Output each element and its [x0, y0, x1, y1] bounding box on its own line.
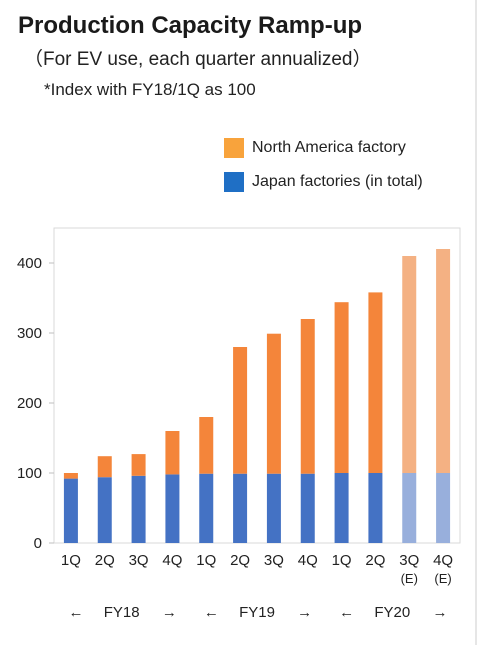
- period-label: FY18: [104, 604, 140, 621]
- x-tick-label: 1Q: [196, 552, 216, 569]
- bar-north-america: [402, 256, 417, 473]
- bar-north-america: [436, 249, 451, 473]
- bar-north-america: [300, 319, 315, 474]
- bar-north-america: [165, 431, 180, 475]
- page-divider: [475, 0, 477, 645]
- legend-item-north-america: North America factory: [224, 138, 406, 158]
- chart-subtitle: （For EV use, each quarter annualized）: [24, 49, 372, 70]
- x-tick-label: 3Q: [264, 552, 284, 569]
- bar-japan: [300, 473, 315, 543]
- y-tick-label: 200: [17, 395, 42, 412]
- y-tick-label: 400: [17, 255, 42, 272]
- x-tick-label: 2Q: [365, 552, 385, 569]
- period-arrow-right: →: [162, 604, 177, 621]
- x-tick-label: 2Q: [230, 552, 250, 569]
- x-tick-label: 1Q: [61, 552, 81, 569]
- bar-north-america: [63, 473, 78, 479]
- bar-north-america: [97, 456, 112, 478]
- y-tick-label: 0: [34, 535, 42, 552]
- period-arrow-left: ←: [204, 604, 219, 621]
- period-arrow-left: ←: [69, 604, 84, 621]
- bar-japan: [266, 473, 281, 543]
- x-tick-label: 4Q: [298, 552, 318, 569]
- y-tick-label: 100: [17, 465, 42, 482]
- x-tick-sublabel: (E): [401, 571, 418, 586]
- plot-area-frame: [53, 227, 461, 544]
- bar-japan: [402, 473, 417, 543]
- bar-japan: [165, 474, 180, 543]
- period-label: FY20: [374, 604, 410, 621]
- bar-japan: [233, 473, 248, 543]
- bar-north-america: [131, 454, 146, 476]
- legend-label-japan: Japan factories (in total): [252, 173, 423, 190]
- bar-north-america: [233, 347, 248, 474]
- x-tick-label: 2Q: [95, 552, 115, 569]
- period-arrow-left: ←: [339, 604, 354, 621]
- x-tick-sublabel: (E): [434, 571, 451, 586]
- period-label: FY19: [239, 604, 275, 621]
- x-tick-label: 4Q: [162, 552, 182, 569]
- x-tick-label: 3Q: [399, 552, 419, 569]
- chart-note: *Index with FY18/1Q as 100: [44, 80, 256, 99]
- bar-japan: [368, 473, 383, 543]
- x-tick-label: 3Q: [129, 552, 149, 569]
- period-arrow-right: →: [433, 604, 448, 621]
- bar-north-america: [266, 333, 281, 474]
- bar-japan: [436, 473, 451, 543]
- bar-japan: [63, 478, 78, 543]
- legend-swatch-north-america: [224, 138, 244, 158]
- x-tick-label: 1Q: [332, 552, 352, 569]
- bar-japan: [199, 473, 214, 543]
- bar-north-america: [334, 302, 349, 473]
- legend-label-north-america: North America factory: [252, 139, 406, 156]
- legend-item-japan: Japan factories (in total): [224, 172, 423, 192]
- period-arrow-right: →: [297, 604, 312, 621]
- y-tick-label: 300: [17, 325, 42, 342]
- bar-japan: [97, 477, 112, 543]
- bar-north-america: [368, 292, 383, 473]
- bar-japan: [131, 475, 146, 543]
- bar-north-america: [199, 417, 214, 474]
- x-tick-label: 4Q: [433, 552, 453, 569]
- bar-japan: [334, 473, 349, 543]
- legend-swatch-japan: [224, 172, 244, 192]
- chart-title: Production Capacity Ramp-up: [18, 12, 363, 39]
